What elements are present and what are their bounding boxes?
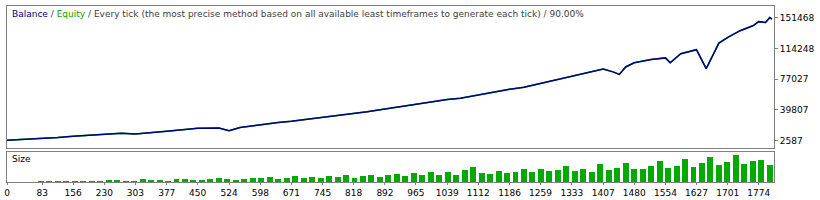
svg-text:77027: 77027 xyxy=(780,74,809,84)
svg-text:1554: 1554 xyxy=(654,188,677,198)
svg-text:965: 965 xyxy=(407,188,424,198)
svg-text:377: 377 xyxy=(158,188,175,198)
svg-text:230: 230 xyxy=(96,188,113,198)
svg-text:0: 0 xyxy=(4,188,10,198)
svg-text:1407: 1407 xyxy=(592,188,615,198)
svg-text:1480: 1480 xyxy=(623,188,646,198)
svg-text:1112: 1112 xyxy=(467,188,490,198)
svg-text:39807: 39807 xyxy=(780,105,809,115)
svg-text:303: 303 xyxy=(127,188,144,198)
svg-text:598: 598 xyxy=(252,188,269,198)
svg-text:671: 671 xyxy=(283,188,300,198)
svg-text:Balance / Equity / Every tick: Balance / Equity / Every tick (the most … xyxy=(12,9,584,19)
svg-text:1039: 1039 xyxy=(436,188,459,198)
svg-text:1333: 1333 xyxy=(560,188,583,198)
svg-text:524: 524 xyxy=(220,188,237,198)
svg-text:892: 892 xyxy=(376,188,393,198)
svg-text:156: 156 xyxy=(65,188,82,198)
svg-text:1774: 1774 xyxy=(747,188,770,198)
svg-text:1627: 1627 xyxy=(685,188,708,198)
svg-text:151468: 151468 xyxy=(780,13,815,23)
svg-text:818: 818 xyxy=(345,188,362,198)
svg-text:745: 745 xyxy=(314,188,331,198)
svg-text:1186: 1186 xyxy=(498,188,521,198)
svg-text:1259: 1259 xyxy=(529,188,552,198)
svg-text:1701: 1701 xyxy=(716,188,739,198)
svg-text:114248: 114248 xyxy=(780,44,815,54)
svg-text:450: 450 xyxy=(189,188,206,198)
svg-text:Size: Size xyxy=(12,154,31,164)
svg-text:83: 83 xyxy=(36,188,47,198)
svg-text:2587: 2587 xyxy=(780,136,803,146)
